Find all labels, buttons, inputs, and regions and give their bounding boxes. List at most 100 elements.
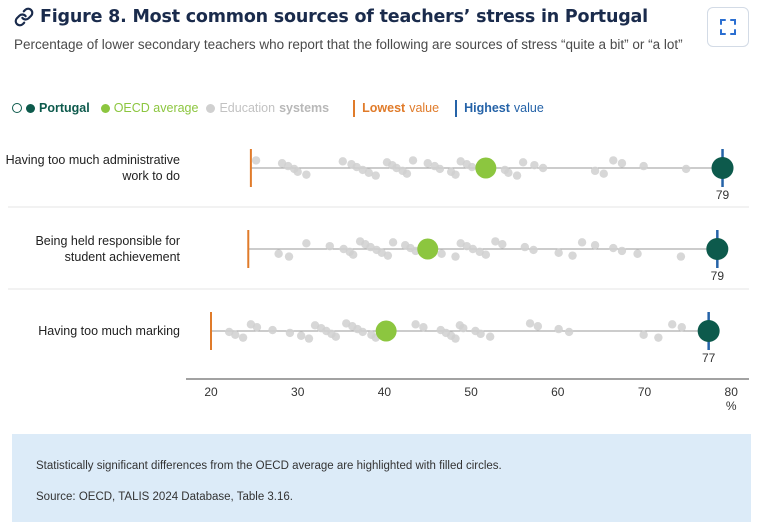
system-dot <box>498 240 507 249</box>
system-dot <box>293 167 302 176</box>
oecd-average-dot <box>475 157 497 179</box>
system-dot <box>451 170 460 179</box>
note-box: Statistically significant differences fr… <box>12 434 751 522</box>
legend-portugal: Portugal <box>12 101 90 115</box>
system-dot <box>617 246 627 256</box>
legend-oecd-dot <box>100 103 110 113</box>
legend-oecd: OECD average <box>100 101 198 115</box>
portugal-dot <box>711 157 734 179</box>
oecd-average-dot <box>375 320 397 342</box>
system-dot <box>681 164 691 174</box>
system-dot <box>302 170 311 179</box>
system-dot <box>338 157 347 166</box>
system-dot <box>371 171 380 180</box>
legend-portugal-dot <box>26 103 35 113</box>
legend-highest-bar <box>455 99 458 117</box>
system-dot <box>364 168 373 177</box>
system-dot <box>668 320 677 329</box>
page-title: Figure 8. Most common sources of teacher… <box>40 7 648 27</box>
legend-systems-dot <box>206 103 216 113</box>
portugal-value-label: 79 <box>711 269 725 283</box>
system-dot <box>530 160 539 170</box>
expand-button[interactable] <box>707 7 749 47</box>
system-dot <box>358 327 367 337</box>
system-dot <box>633 249 642 258</box>
legend-systems-label-a: Education <box>219 101 276 115</box>
system-dot <box>296 331 306 340</box>
system-dot <box>520 242 530 252</box>
system-dot <box>491 237 500 246</box>
x-tick-label: 60 <box>551 385 565 399</box>
portugal-value-label: 79 <box>716 188 730 202</box>
system-dot <box>435 164 445 174</box>
system-dot <box>251 156 261 165</box>
system-dot <box>533 322 543 331</box>
oecd-average-dot <box>417 238 439 260</box>
system-dot <box>231 330 240 339</box>
system-dot <box>268 325 277 335</box>
system-dot <box>325 241 334 251</box>
system-dot <box>459 323 468 333</box>
system-dot <box>504 168 513 177</box>
x-unit-label: % <box>726 399 737 413</box>
portugal-value-label: 77 <box>702 351 716 365</box>
x-tick-label: 80 <box>725 385 739 399</box>
system-dot <box>639 330 648 339</box>
legend-highest-label-b: value <box>513 101 544 115</box>
legend-lowest-label-a: Lowest <box>362 101 406 115</box>
link-icon[interactable] <box>14 7 34 27</box>
system-dot <box>654 333 663 342</box>
legend-lowest: Lowest value <box>353 99 440 117</box>
legend-systems-label-b: systems <box>279 101 330 115</box>
system-dot <box>485 332 495 341</box>
title-row: Figure 8. Most common sources of teacher… <box>14 7 648 27</box>
system-dot <box>676 252 686 261</box>
row-label: student achievement <box>65 250 181 264</box>
system-dot <box>639 161 648 171</box>
row-label: work to do <box>121 169 180 183</box>
x-tick-label: 50 <box>464 385 478 399</box>
system-dot <box>577 238 587 247</box>
system-dot <box>383 251 393 260</box>
legend-lowest-label-b: value <box>409 101 440 115</box>
legend-portugal-ring <box>12 103 22 113</box>
system-dot <box>590 241 600 250</box>
system-dot <box>590 166 600 176</box>
x-tick-label: 70 <box>638 385 652 399</box>
system-dot <box>599 169 608 178</box>
system-dot <box>284 252 294 261</box>
system-dot <box>252 323 262 332</box>
system-dot <box>677 323 686 332</box>
portugal-dot <box>697 320 720 342</box>
system-dot <box>423 159 432 168</box>
system-dot <box>419 323 428 332</box>
row-label: Having too much marking <box>38 324 180 338</box>
system-dot <box>388 238 398 247</box>
system-dot <box>481 250 491 259</box>
source-note: Source: OECD, TALIS 2024 Database, Table… <box>36 491 293 503</box>
system-dot <box>525 319 535 328</box>
system-dot <box>554 248 563 257</box>
system-dot <box>274 249 283 258</box>
system-dot <box>518 158 528 167</box>
legend-highest: Highest value <box>455 99 544 117</box>
legend-highest-label-a: Highest <box>464 101 510 115</box>
system-dot <box>529 245 538 255</box>
system-dot <box>402 169 412 178</box>
system-dot <box>348 250 358 259</box>
system-dot <box>617 159 627 168</box>
legend-portugal-label: Portugal <box>39 101 90 115</box>
system-dot <box>285 328 295 338</box>
system-dot <box>238 333 248 342</box>
legend-lowest-bar <box>353 99 356 117</box>
legend-systems: Education systems <box>206 101 329 115</box>
system-dot <box>411 320 420 329</box>
row-label: Having too much administrative <box>6 153 180 167</box>
system-dot <box>437 249 446 258</box>
system-dot <box>564 327 574 337</box>
system-dot <box>304 334 314 343</box>
expand-icon <box>720 19 736 35</box>
system-dot <box>467 162 477 172</box>
legend: Portugal OECD average Education systems … <box>12 99 544 117</box>
system-dot <box>476 329 485 339</box>
